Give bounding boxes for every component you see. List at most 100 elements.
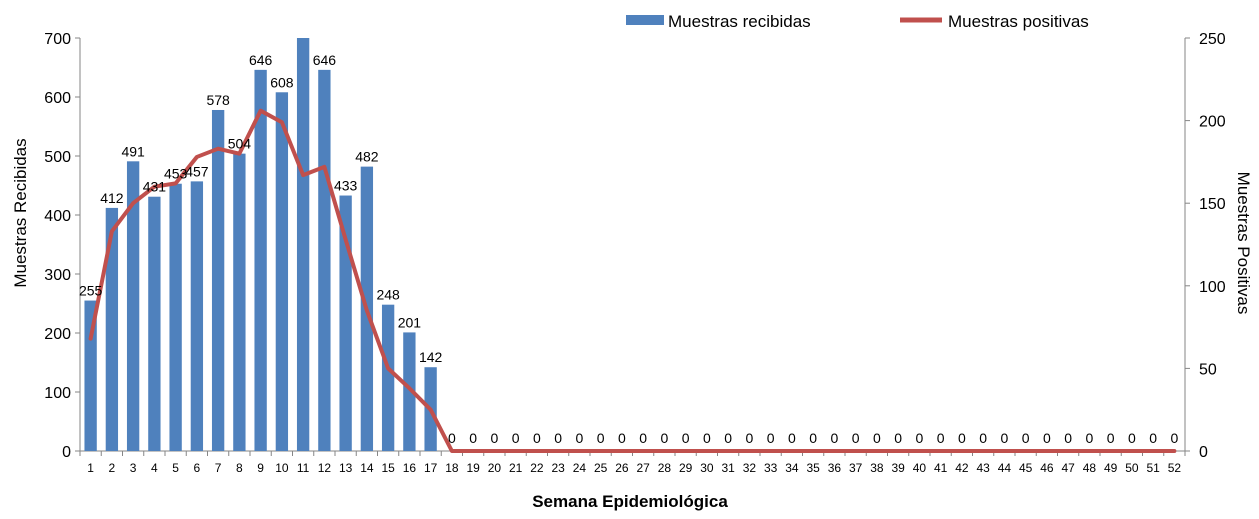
x-tick-label: 15 — [381, 461, 395, 475]
bar-data-label: 0 — [469, 430, 477, 446]
bar — [254, 69, 267, 452]
x-tick-label: 24 — [573, 461, 587, 475]
bar — [403, 332, 416, 451]
x-tick-label: 4 — [151, 461, 158, 475]
line-series — [88, 108, 1177, 453]
x-tick-label: 36 — [828, 461, 842, 475]
x-tick-label: 7 — [215, 461, 222, 475]
bar-data-label: 201 — [398, 314, 422, 330]
x-tick-label: 31 — [721, 461, 735, 475]
x-tick-label: 6 — [194, 461, 201, 475]
bar — [296, 38, 310, 451]
y-right-tick-label: 150 — [1199, 196, 1226, 213]
bar-data-label: 0 — [682, 430, 690, 446]
x-tick-label: 38 — [870, 461, 884, 475]
bar-data-label: 0 — [1170, 430, 1178, 446]
bar-data-label: 0 — [554, 430, 562, 446]
bar-data-label: 0 — [809, 430, 817, 446]
bar-data-label: 0 — [788, 430, 796, 446]
x-tick-label: 8 — [236, 461, 243, 475]
y-left-tick-label: 600 — [44, 90, 71, 107]
bar-data-label: 0 — [979, 430, 987, 446]
x-tick-label: 19 — [466, 461, 480, 475]
y-right-tick-label: 50 — [1199, 361, 1217, 378]
x-tick-label: 48 — [1083, 461, 1097, 475]
x-tick-label: 10 — [275, 461, 289, 475]
y-left-tick-label: 200 — [44, 326, 71, 343]
x-tick-label: 39 — [891, 461, 905, 475]
bar-data-label: 0 — [894, 430, 902, 446]
bar-data-label: 433 — [334, 178, 358, 194]
bar-data-label: 0 — [1022, 430, 1030, 446]
bar-data-label: 0 — [873, 430, 881, 446]
bar-data-label: 646 — [249, 52, 273, 68]
x-tick-label: 37 — [849, 461, 863, 475]
bar-data-label: 0 — [1107, 430, 1115, 446]
x-tick-label: 44 — [998, 461, 1012, 475]
x-tick-label: 14 — [360, 461, 374, 475]
x-tick-label: 51 — [1146, 461, 1160, 475]
bar-data-label: 0 — [618, 430, 626, 446]
bar-data-label: 0 — [958, 430, 966, 446]
x-tick-label: 41 — [934, 461, 948, 475]
bar-data-label: 578 — [206, 92, 230, 108]
bar-data-label: 0 — [1085, 430, 1093, 446]
x-tick-label: 34 — [785, 461, 799, 475]
y-left-tick-label: 500 — [44, 149, 71, 166]
y-right-tick-label: 250 — [1199, 31, 1226, 48]
bar — [275, 92, 289, 451]
bar-data-label: 646 — [313, 52, 337, 68]
x-tick-label: 26 — [615, 461, 629, 475]
bar-data-label: 0 — [1149, 430, 1157, 446]
bar-data-label: 0 — [639, 430, 647, 446]
y-right-tick-label: 0 — [1199, 444, 1208, 461]
bar-data-label: 0 — [597, 430, 605, 446]
bar-data-label: 482 — [355, 149, 379, 165]
y-left-tick-label: 300 — [44, 267, 71, 284]
bar-data-label: 0 — [1043, 430, 1051, 446]
x-tick-label: 12 — [318, 461, 332, 475]
x-tick-label: 27 — [636, 461, 650, 475]
x-tick-label: 2 — [109, 461, 116, 475]
bar — [148, 196, 161, 451]
bar-data-label: 0 — [512, 430, 520, 446]
bar-data-label: 0 — [937, 430, 945, 446]
legend-swatch-bars — [626, 15, 664, 25]
bar-data-label: 0 — [448, 430, 456, 446]
y-left-tick-label: 100 — [44, 385, 71, 402]
y-right-tick-label: 200 — [1199, 114, 1226, 131]
bar-data-label: 0 — [852, 430, 860, 446]
x-tick-label: 11 — [297, 461, 310, 475]
x-tick-label: 40 — [913, 461, 927, 475]
y-left-tick-label: 400 — [44, 208, 71, 225]
bar-data-label: 255 — [79, 283, 103, 299]
y-right-tick-label: 100 — [1199, 279, 1226, 296]
x-tick-label: 20 — [488, 461, 502, 475]
bar-data-label: 457 — [185, 163, 209, 179]
x-tick-label: 28 — [658, 461, 672, 475]
x-tick-label: 3 — [130, 461, 137, 475]
x-tick-label: 35 — [806, 461, 820, 475]
x-tick-label: 43 — [976, 461, 990, 475]
positive-samples-line — [88, 108, 1177, 453]
x-tick-label: 50 — [1125, 461, 1139, 475]
bar-series — [84, 38, 437, 452]
bar-data-label: 0 — [1064, 430, 1072, 446]
bar-data-label: 491 — [121, 143, 145, 159]
x-tick-label: 46 — [1040, 461, 1054, 475]
x-tick-label: 18 — [445, 461, 459, 475]
bar — [105, 207, 119, 451]
x-tick-label: 42 — [955, 461, 969, 475]
bar — [318, 69, 331, 452]
bar-data-label: 0 — [660, 430, 668, 446]
x-tick-label: 5 — [172, 461, 179, 475]
x-tick-label: 33 — [764, 461, 778, 475]
x-tick-label: 29 — [679, 461, 693, 475]
y-axis-right-title: Muestras Positivas — [1234, 172, 1253, 315]
bar-data-label: 504 — [228, 136, 252, 152]
x-tick-label: 22 — [530, 461, 544, 475]
bar — [169, 183, 182, 452]
bar — [126, 161, 140, 451]
x-tick-label: 23 — [551, 461, 565, 475]
